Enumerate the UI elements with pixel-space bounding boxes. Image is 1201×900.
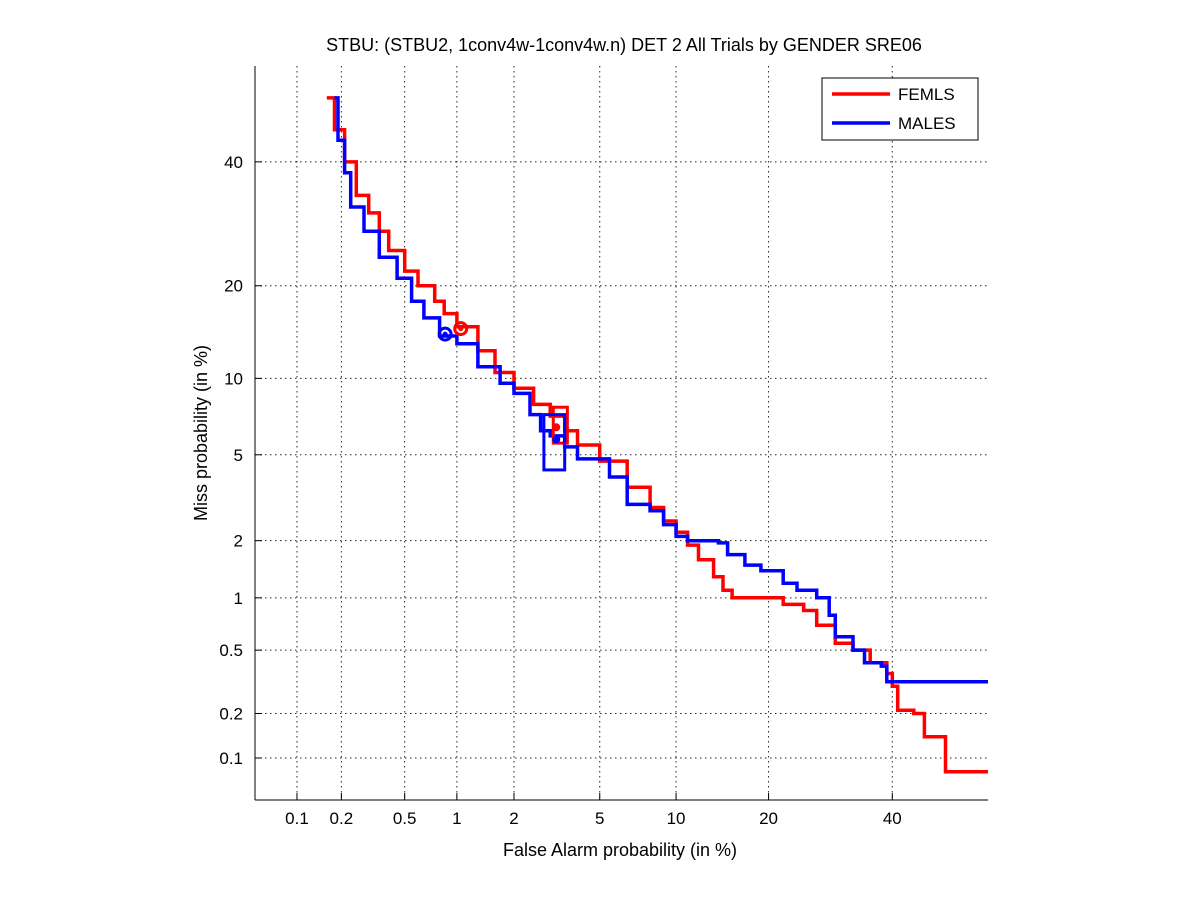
- min-dcf-point-males: [437, 326, 453, 342]
- y-axis-ticks: 0.1 0.2 0.5 1 2 5 10 20 40: [219, 153, 262, 768]
- series-line-femls: [326, 96, 988, 774]
- series-layer: [326, 96, 988, 774]
- x-tick-label: 0.1: [285, 809, 309, 828]
- act-dcf-point-femls: [552, 423, 561, 432]
- plot-background: [255, 66, 988, 800]
- x-tick-label: 0.2: [330, 809, 354, 828]
- legend-box: [821, 77, 979, 141]
- y-tick-label: 0.2: [219, 705, 243, 724]
- min-dcf-point-center-males: [442, 331, 448, 337]
- chart-title: STBU: (STBU2, 1conv4w-1conv4w.n) DET 2 A…: [326, 35, 922, 55]
- y-tick-label: 0.1: [219, 749, 243, 768]
- confidence-box-males: [542, 413, 567, 472]
- min-dcf-point-femls: [453, 321, 469, 337]
- legend-label-femls: FEMLS: [898, 85, 955, 104]
- act-dcf-point-males: [552, 435, 561, 444]
- plot-area: [254, 66, 988, 801]
- x-tick-label: 2: [509, 809, 518, 828]
- y-tick-label: 20: [224, 277, 243, 296]
- series-line-males: [334, 96, 988, 684]
- x-tick-label: 1: [452, 809, 461, 828]
- y-tick-label: 40: [224, 153, 243, 172]
- y-tick-label: 1: [234, 589, 243, 608]
- x-axis-label: False Alarm probability (in %): [503, 840, 737, 860]
- x-tick-label: 20: [759, 809, 778, 828]
- x-tick-label: 0.5: [393, 809, 417, 828]
- x-tick-label: 10: [667, 809, 686, 828]
- y-tick-label: 2: [234, 532, 243, 551]
- grid-lines: [255, 66, 988, 800]
- markers-layer: [437, 321, 569, 472]
- y-tick-label: 5: [234, 446, 243, 465]
- y-axis-label: Miss probability (in %): [191, 345, 211, 521]
- y-tick-label: 10: [224, 369, 243, 388]
- min-dcf-point-center-femls: [458, 326, 464, 332]
- legend-label-males: MALES: [898, 114, 956, 133]
- legend: FEMLS MALES: [821, 77, 979, 141]
- y-tick-label: 0.5: [219, 641, 243, 660]
- x-tick-label: 40: [883, 809, 902, 828]
- x-tick-label: 5: [595, 809, 604, 828]
- x-axis-ticks: 0.1 0.2 0.5 1 2 5 10 20 40: [285, 793, 902, 828]
